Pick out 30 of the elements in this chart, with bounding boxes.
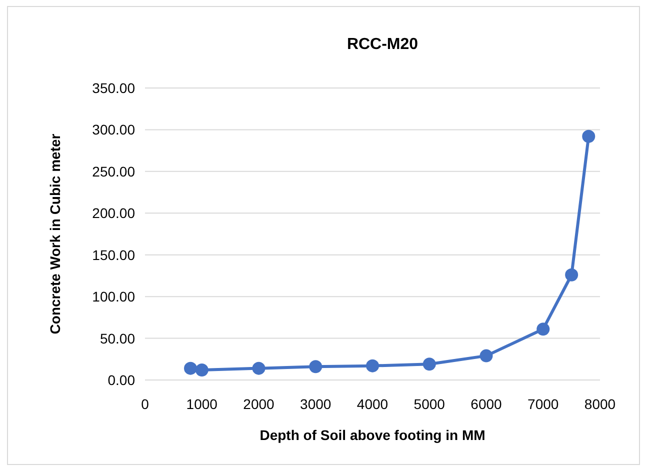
- y-tick-label: 350.00: [92, 80, 136, 96]
- x-tick-label: 3000: [300, 396, 332, 412]
- y-axis-title: Concrete Work in Cubic meter: [47, 133, 63, 334]
- x-tick-label: 7000: [528, 396, 559, 412]
- point: [195, 363, 208, 376]
- point: [252, 362, 266, 375]
- point: [422, 358, 436, 371]
- x-tick-label: 2000: [243, 396, 275, 412]
- y-tick-label: 200.00: [92, 205, 136, 222]
- y-tick-label: 250.00: [92, 163, 136, 180]
- x-tick-label: 0: [141, 396, 150, 412]
- point: [184, 362, 197, 375]
- x-tick-label: 4000: [356, 396, 388, 412]
- chart-title: RCC-M20: [346, 36, 418, 53]
- y-tick-label: 150.00: [92, 246, 136, 263]
- x-tick-label: 8000: [584, 396, 616, 412]
- x-tick-label: 6000: [470, 396, 502, 412]
- point: [536, 322, 550, 336]
- point: [565, 268, 578, 282]
- x-tick-label: 5000: [414, 396, 446, 412]
- y-tick-label: 0.00: [108, 372, 136, 388]
- point: [582, 130, 596, 143]
- y-tick-label: 50.00: [100, 330, 136, 346]
- x-axis-title: Depth of Soil above footing in MM: [260, 427, 486, 443]
- point: [480, 349, 493, 362]
- x-tick-label: 1000: [186, 396, 218, 412]
- y-tick-label: 100.00: [92, 288, 136, 305]
- point: [366, 359, 379, 372]
- y-tick-label: 300.00: [92, 122, 136, 138]
- point: [309, 360, 322, 374]
